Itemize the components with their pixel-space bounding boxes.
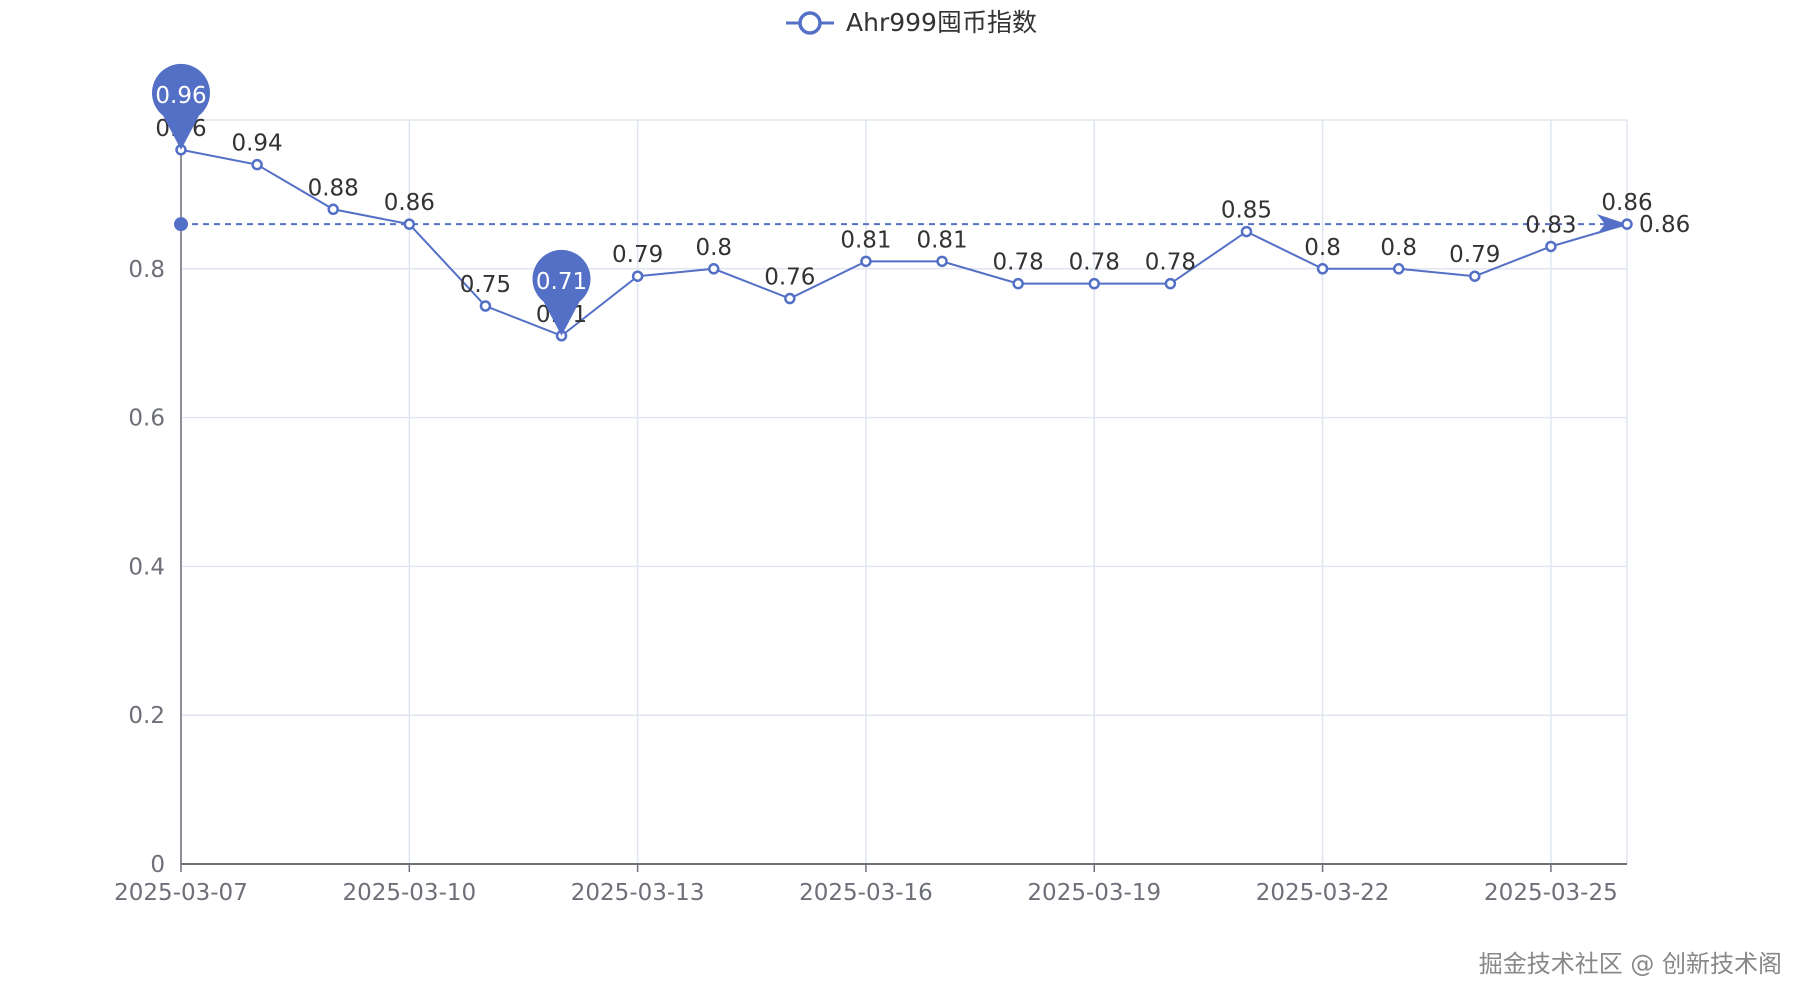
data-point [860, 255, 872, 268]
y-tick-label: 0 [150, 852, 165, 878]
data-point [1316, 263, 1329, 275]
data-label: 0.79 [1449, 242, 1500, 268]
x-tick-label: 2025-03-22 [1256, 880, 1390, 906]
x-tick-label: 2025-03-07 [114, 880, 248, 906]
legend-circle-icon [798, 11, 822, 35]
data-point [936, 255, 948, 268]
data-point [1621, 218, 1633, 230]
average-line-start-dot [174, 217, 188, 232]
grid-layer [180, 119, 1628, 864]
y-tick-label: 0.4 [128, 554, 165, 580]
data-label: 0.79 [612, 242, 663, 268]
data-point [707, 263, 720, 275]
data-label: 0.78 [1069, 250, 1120, 276]
data-point [784, 292, 796, 305]
data-label: 0.8 [1304, 235, 1341, 261]
y-tick-label: 0.2 [128, 703, 165, 729]
max-markpoint-label: 0.96 [155, 83, 206, 109]
min-markpoint-label: 0.71 [536, 269, 587, 295]
data-point [1545, 240, 1557, 253]
data-label: 0.86 [384, 190, 435, 216]
data-label: 0.76 [764, 265, 815, 291]
data-label: 0.94 [231, 131, 282, 157]
data-point [327, 203, 339, 216]
data-point [251, 158, 263, 171]
data-point [1392, 263, 1405, 275]
data-label: 0.85 [1221, 198, 1272, 224]
data-label: 0.78 [993, 250, 1044, 276]
data-point [403, 218, 416, 230]
watermark: 掘金技术社区 @ 创新技术阁 [1479, 950, 1782, 978]
average-line-arrow [1597, 214, 1627, 235]
data-label: 0.86 [1601, 190, 1652, 216]
x-tick-label: 2025-03-13 [571, 880, 705, 906]
data-point [479, 300, 492, 312]
data-label: 0.78 [1145, 250, 1196, 276]
series-line [180, 148, 1628, 337]
data-point [1012, 277, 1024, 290]
data-point [631, 270, 644, 282]
average-markline: 0.86 [174, 212, 1690, 238]
data-label-layer: 0.960.940.880.860.750.710.790.80.760.810… [155, 116, 1652, 328]
axis-layer: 0 0.2 0.4 0.6 0.8 2025-03-07 2025-03-10 2025-03… [114, 120, 1627, 906]
y-tick-label: 0.8 [128, 257, 165, 283]
average-line-label: 0.86 [1639, 212, 1690, 238]
data-label: 0.8 [695, 235, 732, 261]
data-label: 0.83 [1525, 212, 1576, 238]
x-tick-label: 2025-03-10 [342, 880, 476, 906]
x-tick-label: 2025-03-16 [799, 880, 933, 906]
y-tick-label: 0.6 [128, 406, 165, 432]
series-layer [175, 144, 1633, 342]
data-label: 0.81 [916, 227, 967, 253]
data-point [1240, 225, 1253, 238]
legend[interactable]: Ahr999囤币指数 [786, 8, 1037, 37]
max-markpoint-pin [151, 63, 210, 150]
markpoint-layer: 0.96 0.71 [151, 63, 591, 336]
x-tick-label: 2025-03-25 [1484, 880, 1618, 906]
min-markpoint-pin [532, 249, 591, 336]
data-label: 0.8 [1380, 235, 1417, 261]
data-label: 0.75 [460, 272, 511, 298]
data-label: 0.81 [840, 227, 891, 253]
data-point [1088, 277, 1101, 290]
legend-label: Ahr999囤币指数 [846, 8, 1037, 37]
x-tick-label: 2025-03-19 [1027, 880, 1161, 906]
data-label: 0.88 [308, 175, 359, 201]
data-point [1469, 270, 1481, 282]
data-point [1164, 277, 1177, 290]
